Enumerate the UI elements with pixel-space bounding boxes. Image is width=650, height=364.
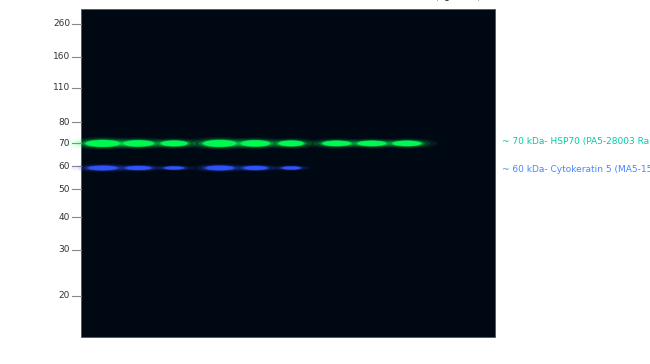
Bar xyxy=(81,9,495,337)
Ellipse shape xyxy=(74,138,131,149)
Ellipse shape xyxy=(231,139,280,148)
Ellipse shape xyxy=(202,165,237,171)
Text: 7.5: 7.5 xyxy=(166,0,182,1)
Ellipse shape xyxy=(278,141,305,146)
Ellipse shape xyxy=(270,139,312,148)
Ellipse shape xyxy=(87,166,118,170)
Ellipse shape xyxy=(203,140,236,147)
Text: 30: 30 xyxy=(366,0,378,1)
Ellipse shape xyxy=(241,141,270,146)
Ellipse shape xyxy=(229,164,281,172)
Ellipse shape xyxy=(393,141,421,146)
Text: 80: 80 xyxy=(58,118,70,127)
Ellipse shape xyxy=(184,137,255,150)
Ellipse shape xyxy=(190,163,250,173)
Text: 15: 15 xyxy=(132,0,145,1)
Ellipse shape xyxy=(119,139,158,147)
Ellipse shape xyxy=(84,140,122,147)
Text: 30: 30 xyxy=(58,245,70,254)
Ellipse shape xyxy=(79,165,127,171)
Text: 110: 110 xyxy=(53,83,70,92)
Ellipse shape xyxy=(126,166,151,170)
Text: 20: 20 xyxy=(59,291,70,300)
Ellipse shape xyxy=(240,140,271,147)
Ellipse shape xyxy=(157,140,191,147)
Ellipse shape xyxy=(237,139,274,147)
Text: 30: 30 xyxy=(401,0,413,1)
Ellipse shape xyxy=(318,140,355,147)
Ellipse shape xyxy=(113,139,164,148)
Ellipse shape xyxy=(264,138,318,149)
Ellipse shape xyxy=(242,166,268,170)
Ellipse shape xyxy=(66,137,140,150)
Ellipse shape xyxy=(354,140,390,147)
Text: 7.5: 7.5 xyxy=(283,0,299,1)
Text: 30: 30 xyxy=(214,0,226,1)
Text: 15: 15 xyxy=(249,0,262,1)
Ellipse shape xyxy=(389,140,425,147)
Ellipse shape xyxy=(391,141,423,146)
Text: 160: 160 xyxy=(53,52,70,61)
Text: ~ 60 kDa- Cytokeratin 5 (MA5-15347 Mouse / IgG1)-705nm: ~ 60 kDa- Cytokeratin 5 (MA5-15347 Mouse… xyxy=(502,165,650,174)
Ellipse shape xyxy=(271,165,311,171)
Ellipse shape xyxy=(122,140,155,147)
Ellipse shape xyxy=(111,164,166,172)
Ellipse shape xyxy=(205,166,235,170)
Text: (ug/Lane): (ug/Lane) xyxy=(434,0,481,1)
Ellipse shape xyxy=(124,141,153,146)
Ellipse shape xyxy=(153,165,196,171)
Ellipse shape xyxy=(281,166,301,170)
Text: 30: 30 xyxy=(331,0,343,1)
Ellipse shape xyxy=(125,166,152,170)
Ellipse shape xyxy=(341,138,402,149)
Ellipse shape xyxy=(282,166,300,170)
Ellipse shape xyxy=(86,140,120,147)
Ellipse shape xyxy=(206,166,233,170)
Ellipse shape xyxy=(235,165,276,171)
Ellipse shape xyxy=(321,141,352,146)
Ellipse shape xyxy=(240,166,270,170)
Text: 40: 40 xyxy=(59,213,70,222)
Ellipse shape xyxy=(105,137,172,150)
Ellipse shape xyxy=(161,166,187,170)
Text: ~ 70 kDa- HSP70 (PA5-28003 Rabbit / IgG)-800nm: ~ 70 kDa- HSP70 (PA5-28003 Rabbit / IgG)… xyxy=(502,137,650,146)
Ellipse shape xyxy=(164,166,184,170)
Ellipse shape xyxy=(196,165,243,171)
Ellipse shape xyxy=(84,165,122,171)
Text: 50: 50 xyxy=(58,185,70,194)
Ellipse shape xyxy=(244,166,267,170)
Ellipse shape xyxy=(356,141,387,146)
Ellipse shape xyxy=(313,139,361,148)
Ellipse shape xyxy=(160,141,188,146)
Ellipse shape xyxy=(118,165,159,171)
Ellipse shape xyxy=(72,163,134,173)
Ellipse shape xyxy=(152,139,196,148)
Ellipse shape xyxy=(279,141,304,146)
Ellipse shape xyxy=(224,137,287,150)
Text: 70: 70 xyxy=(58,139,70,148)
Text: 260: 260 xyxy=(53,19,70,28)
Ellipse shape xyxy=(161,141,187,146)
Ellipse shape xyxy=(376,138,437,149)
Ellipse shape xyxy=(348,139,396,148)
Ellipse shape xyxy=(164,166,185,170)
Ellipse shape xyxy=(199,139,241,148)
Ellipse shape xyxy=(306,138,367,149)
Ellipse shape xyxy=(202,140,238,147)
Ellipse shape xyxy=(383,139,431,148)
Text: 60: 60 xyxy=(58,162,70,171)
Ellipse shape xyxy=(158,166,191,170)
Text: 30: 30 xyxy=(97,0,109,1)
Ellipse shape xyxy=(146,138,203,149)
Ellipse shape xyxy=(275,140,307,147)
Ellipse shape xyxy=(81,139,125,148)
Ellipse shape xyxy=(322,141,351,146)
Ellipse shape xyxy=(192,138,247,149)
Ellipse shape xyxy=(358,141,385,146)
Ellipse shape xyxy=(280,166,303,170)
Ellipse shape xyxy=(276,166,307,170)
Ellipse shape xyxy=(122,166,155,170)
Ellipse shape xyxy=(88,166,117,170)
